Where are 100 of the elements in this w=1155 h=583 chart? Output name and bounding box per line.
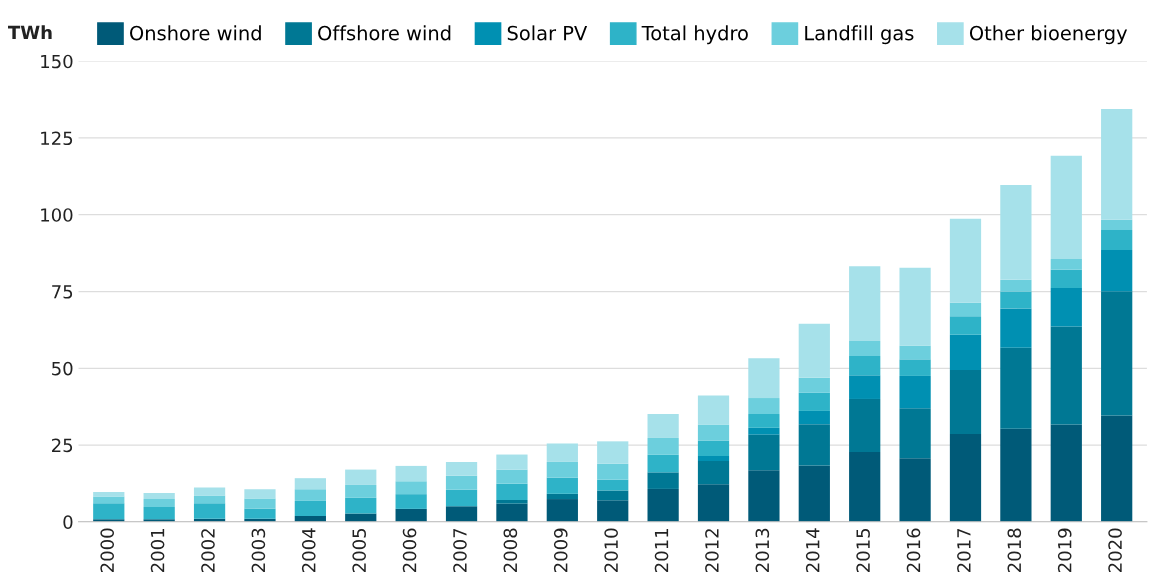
bar bbox=[1050, 155, 1082, 259]
bar bbox=[193, 495, 226, 504]
bar bbox=[849, 452, 881, 522]
bar bbox=[748, 414, 780, 428]
x-tick-label: 2002 bbox=[201, 529, 215, 572]
bar bbox=[1000, 291, 1032, 309]
bar bbox=[697, 424, 730, 441]
bar bbox=[1000, 347, 1032, 429]
x-tick-label: 2019 bbox=[1057, 528, 1072, 572]
bar bbox=[294, 489, 326, 501]
bar bbox=[546, 499, 578, 522]
bar bbox=[496, 483, 528, 500]
bar bbox=[899, 359, 931, 376]
x-tick-label: 2009 bbox=[553, 528, 568, 572]
bar bbox=[849, 375, 881, 399]
bar bbox=[395, 481, 427, 495]
bar bbox=[697, 440, 730, 457]
bar bbox=[899, 345, 931, 360]
bar bbox=[697, 395, 730, 425]
bar bbox=[597, 490, 629, 501]
legend-label: Solar PV bbox=[507, 25, 588, 41]
bar bbox=[345, 513, 377, 522]
bar bbox=[597, 463, 629, 480]
bar bbox=[697, 456, 730, 461]
bar bbox=[849, 266, 881, 341]
bar bbox=[395, 508, 427, 522]
bar bbox=[647, 472, 679, 489]
bar bbox=[345, 484, 377, 498]
bar bbox=[294, 478, 326, 490]
legend-label: Total hydro bbox=[641, 25, 748, 45]
bar bbox=[1050, 258, 1082, 270]
bar bbox=[244, 508, 276, 519]
bar bbox=[1050, 269, 1082, 289]
bar bbox=[748, 434, 780, 471]
legend-label: Offshore wind bbox=[318, 25, 451, 41]
x-tick-label: 2001 bbox=[150, 529, 165, 572]
x-tick-label: 2004 bbox=[301, 528, 316, 572]
x-tick-label: 2007 bbox=[453, 528, 467, 572]
bar bbox=[1000, 279, 1032, 292]
bar bbox=[949, 218, 982, 303]
bar bbox=[899, 408, 931, 459]
x-tick-label: 2020 bbox=[1108, 528, 1122, 572]
bar bbox=[748, 358, 780, 399]
bar bbox=[345, 497, 377, 514]
bar bbox=[697, 484, 730, 522]
bar bbox=[1000, 308, 1032, 348]
bar bbox=[395, 494, 427, 509]
bar bbox=[798, 424, 830, 466]
bar bbox=[244, 498, 276, 509]
bar bbox=[193, 487, 226, 496]
bar bbox=[748, 470, 780, 522]
y-tick-label: 50 bbox=[52, 361, 73, 376]
bar bbox=[949, 433, 982, 522]
bar bbox=[949, 370, 982, 434]
bar bbox=[647, 437, 679, 455]
bar bbox=[1000, 428, 1032, 522]
x-tick-label: 2014 bbox=[805, 528, 820, 572]
bar bbox=[1101, 250, 1133, 292]
bar bbox=[445, 475, 478, 490]
bar bbox=[345, 469, 377, 485]
bar bbox=[647, 414, 679, 438]
bar bbox=[1050, 288, 1082, 327]
bar bbox=[798, 392, 830, 411]
bar bbox=[546, 493, 578, 500]
y-tick-label: 25 bbox=[52, 438, 73, 453]
bar bbox=[143, 507, 175, 520]
x-tick-label: 2013 bbox=[755, 528, 770, 572]
bar bbox=[496, 503, 528, 522]
x-tick-label: 2005 bbox=[352, 528, 366, 572]
bar bbox=[1101, 291, 1133, 416]
bar bbox=[1101, 415, 1133, 522]
bar bbox=[899, 375, 931, 409]
bar bbox=[496, 469, 528, 484]
legend-label: Landfill gas bbox=[805, 25, 914, 45]
bar bbox=[1050, 326, 1082, 425]
bar bbox=[597, 479, 629, 491]
x-tick-label: 2017 bbox=[957, 528, 971, 572]
y-tick-label: 100 bbox=[41, 208, 73, 222]
bar bbox=[496, 454, 528, 470]
bar bbox=[647, 488, 679, 522]
bar bbox=[93, 492, 125, 497]
x-tick-label: 2018 bbox=[1007, 528, 1022, 572]
bar bbox=[899, 458, 931, 522]
x-tick-label: 2010 bbox=[604, 528, 618, 572]
x-tick-label: 2006 bbox=[402, 528, 417, 572]
bar bbox=[546, 461, 578, 478]
bar bbox=[798, 410, 830, 425]
bar bbox=[1000, 184, 1032, 280]
bar bbox=[445, 489, 478, 507]
bar bbox=[949, 334, 982, 371]
bar bbox=[1101, 230, 1133, 251]
legend-label: Other bioenergy bbox=[969, 25, 1128, 45]
x-tick-label: 2016 bbox=[906, 528, 921, 572]
bar bbox=[1101, 219, 1133, 231]
x-tick-label: 2015 bbox=[856, 528, 870, 572]
x-tick-label: 2000 bbox=[100, 528, 115, 572]
bar bbox=[1101, 109, 1133, 220]
bar bbox=[798, 323, 830, 378]
x-tick-label: 2012 bbox=[705, 529, 719, 572]
bar bbox=[748, 398, 780, 415]
